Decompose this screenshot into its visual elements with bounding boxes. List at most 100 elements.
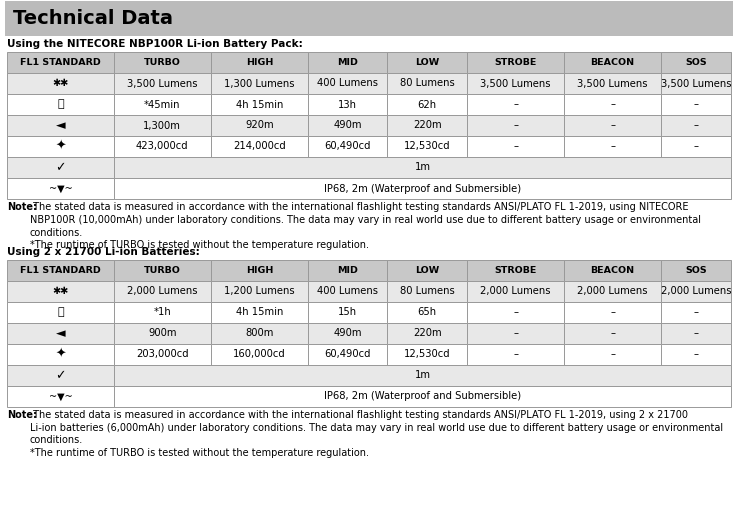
Text: ✱✱: ✱✱ [52,286,69,296]
Text: 3,500 Lumens: 3,500 Lumens [577,79,648,88]
Text: 12,530cd: 12,530cd [404,141,450,152]
Bar [308,115,387,136]
Bar [661,73,731,94]
Text: 1m: 1m [414,162,430,173]
Text: HIGH: HIGH [246,266,273,275]
Text: 80 Lumens: 80 Lumens [400,79,455,88]
Text: MID: MID [337,266,358,275]
Bar [114,302,211,323]
Bar [114,115,211,136]
Text: 3,500 Lumens: 3,500 Lumens [127,79,198,88]
Bar [114,94,211,115]
Bar [467,323,564,344]
Bar [7,73,114,94]
Text: –: – [513,350,518,359]
Text: 15h: 15h [338,307,357,317]
Text: TURBO: TURBO [144,266,181,275]
Text: 423,000cd: 423,000cd [136,141,189,152]
Bar [211,136,308,157]
Bar [564,115,661,136]
Text: –: – [610,100,615,109]
Bar [308,94,387,115]
Bar [661,52,731,73]
Bar [387,115,467,136]
Text: –: – [610,328,615,338]
Bar [7,365,114,386]
Text: 2,000 Lumens: 2,000 Lumens [577,286,648,296]
Bar [467,260,564,281]
Bar [114,323,211,344]
Bar [564,344,661,365]
Text: ✱✱: ✱✱ [52,79,69,88]
Bar [7,178,114,199]
Bar [467,94,564,115]
Text: 4h 15min: 4h 15min [235,100,283,109]
Bar [564,260,661,281]
Text: Using 2 x 21700 Li-ion Batteries:: Using 2 x 21700 Li-ion Batteries: [7,247,200,257]
Text: *1h: *1h [154,307,171,317]
Text: –: – [694,307,699,317]
Text: ⓘ: ⓘ [57,307,63,317]
Text: LOW: LOW [415,266,439,275]
Text: ✓: ✓ [55,161,66,174]
Bar [114,365,731,386]
Text: *45min: *45min [144,100,181,109]
Text: Note:: Note: [7,410,37,420]
Text: –: – [694,120,699,131]
Bar [7,302,114,323]
Text: ⓘ: ⓘ [57,100,63,109]
Text: IP68, 2m (Waterproof and Submersible): IP68, 2m (Waterproof and Submersible) [324,391,521,401]
Bar [7,323,114,344]
Text: LOW: LOW [415,58,439,67]
Bar [564,136,661,157]
Text: STROBE: STROBE [494,58,537,67]
Text: FL1 STANDARD: FL1 STANDARD [20,266,101,275]
Bar [387,281,467,302]
Text: 800m: 800m [245,328,274,338]
Text: FL1 STANDARD: FL1 STANDARD [20,58,101,67]
Text: TURBO: TURBO [144,58,181,67]
Bar [211,281,308,302]
Bar [114,136,211,157]
Bar [211,260,308,281]
Text: STROBE: STROBE [494,266,537,275]
Text: 490m: 490m [334,120,362,131]
Text: 203,000cd: 203,000cd [136,350,189,359]
Text: 60,490cd: 60,490cd [325,141,371,152]
Bar [564,73,661,94]
Bar [308,260,387,281]
Text: –: – [610,350,615,359]
Text: 80 Lumens: 80 Lumens [400,286,455,296]
Bar [7,94,114,115]
Bar [661,302,731,323]
Bar [7,281,114,302]
Text: BEACON: BEACON [590,266,635,275]
Bar [467,281,564,302]
Bar [5,1,733,36]
Bar [7,136,114,157]
Text: 3,500 Lumens: 3,500 Lumens [480,79,551,88]
Text: Technical Data: Technical Data [13,9,173,28]
Bar [387,344,467,365]
Text: 2,000 Lumens: 2,000 Lumens [127,286,198,296]
Text: 65h: 65h [418,307,437,317]
Bar [7,344,114,365]
Text: 62h: 62h [418,100,437,109]
Bar [308,323,387,344]
Text: –: – [513,100,518,109]
Text: BEACON: BEACON [590,58,635,67]
Text: 1m: 1m [414,370,430,380]
Text: 2,000 Lumens: 2,000 Lumens [661,286,731,296]
Bar [387,260,467,281]
Text: ✦: ✦ [55,140,66,153]
Text: –: – [694,350,699,359]
Text: ~▼~: ~▼~ [49,391,72,401]
Text: –: – [513,141,518,152]
Bar [7,157,114,178]
Bar [308,302,387,323]
Text: 220m: 220m [413,328,441,338]
Text: –: – [513,307,518,317]
Text: Note:: Note: [7,202,37,212]
Bar [467,302,564,323]
Bar [7,260,114,281]
